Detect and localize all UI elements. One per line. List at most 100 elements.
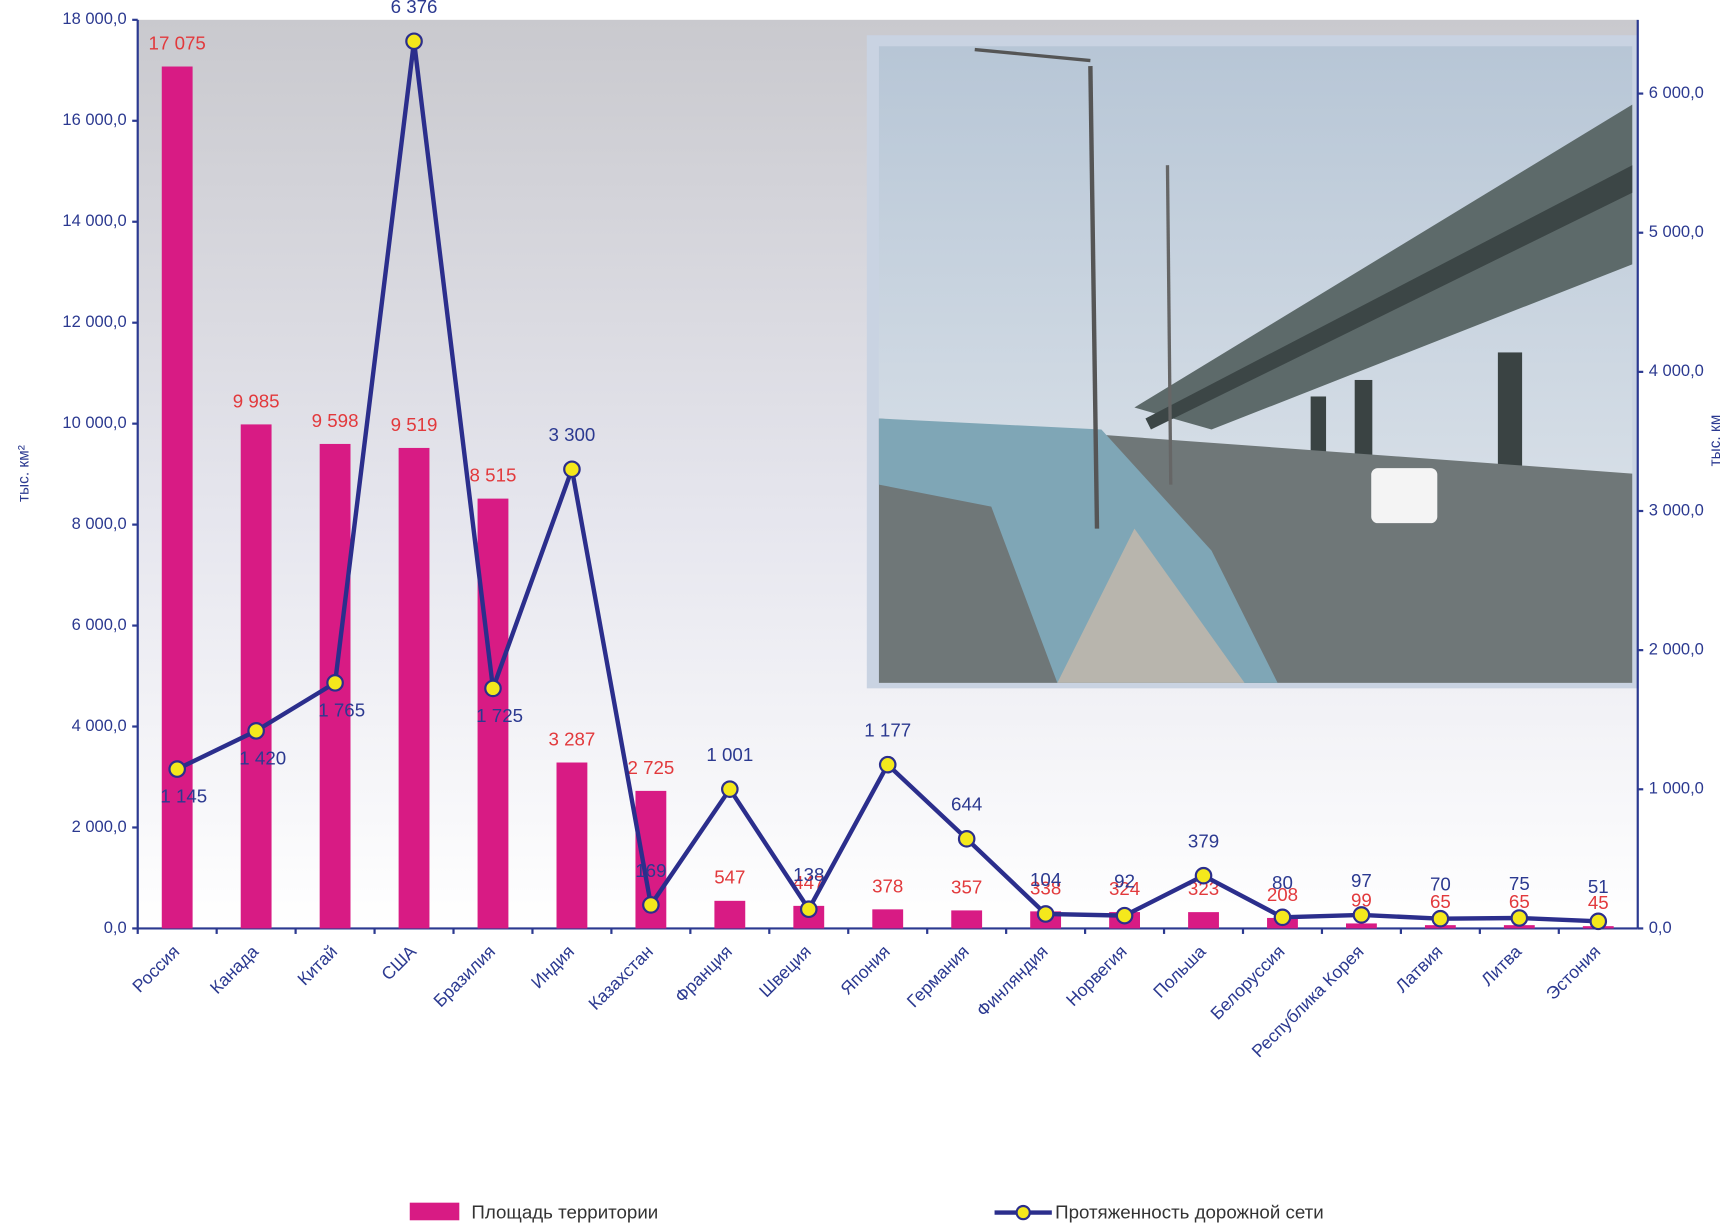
bar-value-label: 45 — [1588, 892, 1609, 913]
y-tick-label: 0,0 — [104, 918, 127, 937]
x-tick-label: Финляндия — [972, 941, 1051, 1020]
line-marker — [405, 32, 423, 51]
line-marker — [1273, 908, 1292, 927]
line-value-label: 104 — [1030, 869, 1061, 890]
x-tick-label: Индия — [527, 941, 578, 992]
line-value-label: 169 — [635, 860, 666, 881]
x-tick-label: Белоруссия — [1206, 941, 1288, 1023]
line-marker — [1115, 906, 1134, 925]
bar — [951, 910, 983, 929]
line-value-label: 644 — [951, 794, 982, 815]
photo — [866, 35, 1638, 689]
y-tick-label: 12 000,0 — [62, 312, 126, 331]
bar-value-label: 547 — [714, 867, 745, 888]
legend-swatch — [409, 1202, 460, 1221]
bar-value-label: 9 519 — [391, 414, 438, 435]
bar-value-label: 378 — [872, 875, 903, 896]
bar — [872, 909, 904, 929]
y2-tick-label: 6 000,0 — [1649, 83, 1704, 102]
bar — [161, 66, 193, 929]
bar — [477, 498, 509, 929]
x-tick-label: Франция — [671, 941, 736, 1006]
x-tick-label: США — [377, 941, 420, 984]
x-tick-label: Латвия — [1392, 941, 1447, 996]
line-marker — [642, 896, 660, 914]
line-value-label: 70 — [1430, 874, 1451, 895]
bar-value-label: 65 — [1509, 891, 1530, 912]
y-tick-label: 4 000,0 — [72, 716, 127, 735]
line-value-label: 1 420 — [239, 747, 286, 768]
bar-value-label: 99 — [1351, 889, 1372, 910]
line-value-label: 75 — [1509, 873, 1530, 894]
line-marker — [1352, 906, 1371, 924]
legend-label: Протяженность дорожной сети — [1055, 1202, 1324, 1223]
line-marker — [168, 760, 186, 778]
x-tick-label: Литва — [1477, 941, 1526, 990]
y-tick-label: 10 000,0 — [62, 413, 126, 432]
line-value-label: 379 — [1188, 831, 1219, 852]
bar — [1346, 923, 1377, 929]
bar-value-label: 447 — [793, 872, 824, 893]
bar-value-label: 357 — [951, 876, 982, 897]
bar — [1188, 912, 1219, 929]
x-tick-label: Норвегия — [1062, 941, 1131, 1010]
x-tick-label: Бразилия — [429, 941, 499, 1011]
y-tick-label: 18 000,0 — [62, 9, 126, 28]
bar — [398, 447, 430, 929]
x-tick-label: Казахстан — [585, 941, 658, 1014]
bar-value-label: 9 598 — [312, 410, 359, 431]
line-marker — [326, 674, 344, 692]
y2-tick-label: 2 000,0 — [1649, 640, 1704, 659]
y-tick-label: 6 000,0 — [72, 615, 127, 634]
bar-value-label: 8 515 — [470, 465, 517, 486]
bar-value-label: 323 — [1188, 878, 1219, 899]
line-marker — [247, 722, 265, 740]
y-tick-label: 16 000,0 — [62, 110, 126, 129]
line-marker — [1431, 909, 1450, 928]
bar — [556, 762, 588, 929]
line-marker — [1036, 905, 1055, 923]
line-marker — [1510, 909, 1529, 927]
line-marker — [1589, 912, 1608, 931]
line-value-label: 80 — [1272, 872, 1293, 893]
y-tick-label: 8 000,0 — [72, 514, 127, 533]
bar-value-label: 3 287 — [549, 728, 596, 749]
y-tick-label: 14 000,0 — [62, 211, 126, 230]
line-value-label: 97 — [1351, 870, 1372, 891]
x-tick-label: Китай — [293, 941, 341, 989]
line-value-label: 1 765 — [318, 699, 365, 720]
line-value-label: 1 145 — [160, 786, 207, 807]
bar-value-label: 324 — [1109, 878, 1140, 899]
x-tick-label: Россия — [128, 941, 183, 996]
legend-label: Площадь территории — [471, 1202, 658, 1223]
line-marker — [721, 780, 739, 798]
y2-tick-label: 3 000,0 — [1649, 500, 1704, 519]
line-value-label: 92 — [1114, 871, 1135, 892]
y2-tick-label: 1 000,0 — [1649, 779, 1704, 798]
bar-value-label: 208 — [1267, 884, 1298, 905]
line-marker — [563, 460, 581, 479]
x-tick-label: Канада — [206, 941, 262, 997]
y2-axis-title: тыс. км — [1707, 415, 1724, 467]
line-marker — [1194, 866, 1213, 885]
x-tick-label: Германия — [903, 941, 973, 1011]
legend-marker — [1015, 1204, 1031, 1221]
x-tick-label: Эстония — [1542, 941, 1604, 1003]
bar-value-label: 2 725 — [627, 757, 674, 778]
line-value-label: 51 — [1588, 876, 1609, 897]
bar — [240, 424, 272, 929]
line-marker — [957, 830, 976, 848]
line-value-label: 1 725 — [476, 705, 523, 726]
y2-tick-label: 4 000,0 — [1649, 361, 1704, 380]
line-marker — [484, 679, 502, 698]
bar-value-label: 17 075 — [149, 32, 206, 53]
line-value-label: 6 376 — [391, 0, 438, 17]
line-marker — [799, 900, 818, 919]
line-value-label: 138 — [793, 864, 824, 885]
bar-value-label: 65 — [1430, 891, 1451, 912]
bar-value-label: 9 985 — [233, 390, 280, 411]
x-tick-label: Польша — [1149, 941, 1210, 1002]
bar — [714, 900, 746, 929]
